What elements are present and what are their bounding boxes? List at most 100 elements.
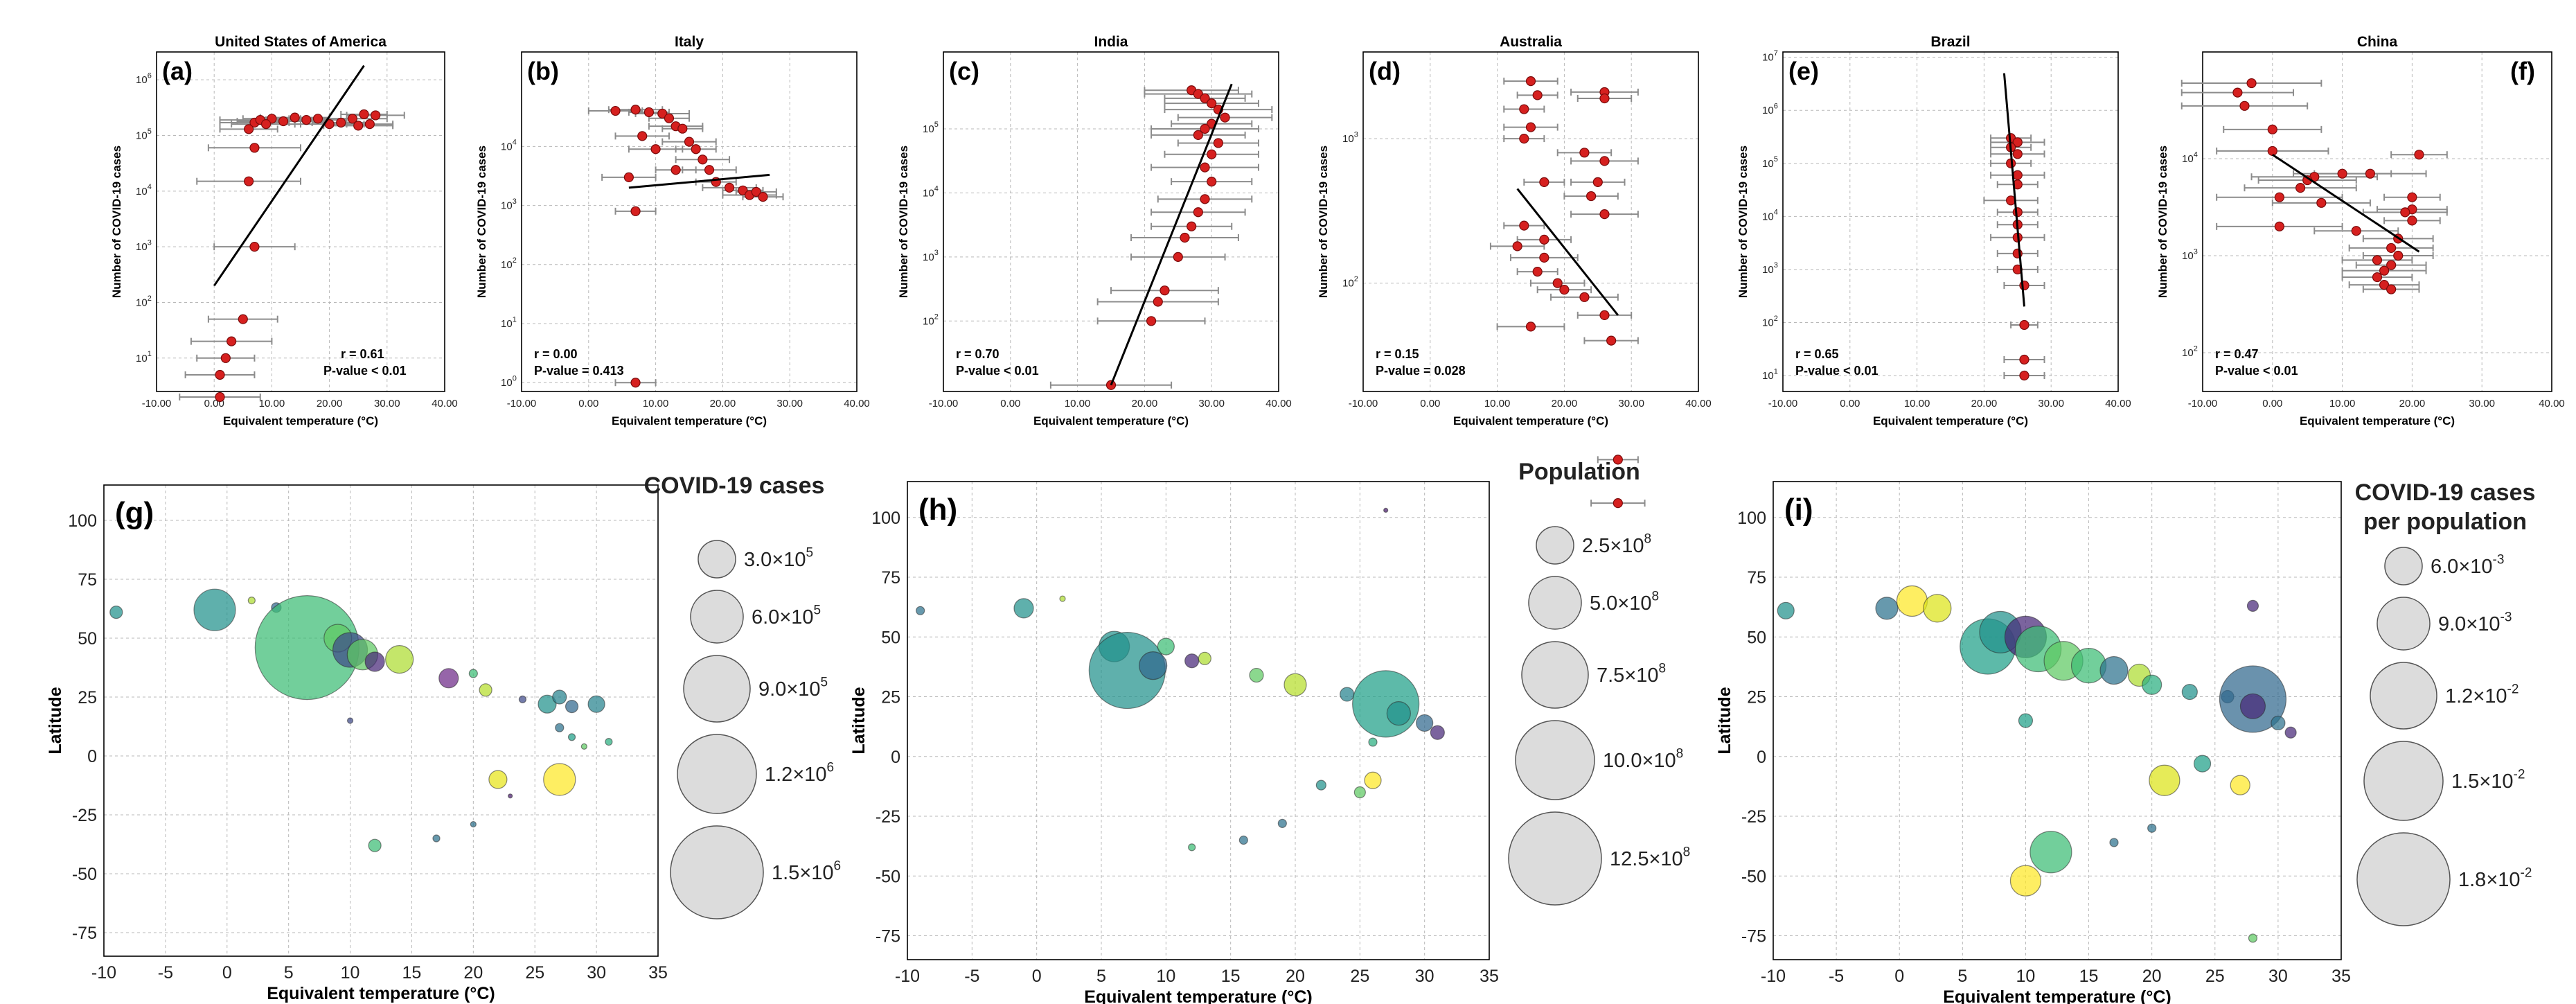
data-point xyxy=(1539,234,1549,245)
x-tick-label: 25 xyxy=(1350,967,1369,986)
legend-value: 1.5×10-2 xyxy=(2451,768,2525,793)
data-point xyxy=(1525,76,1536,87)
data-point xyxy=(1606,335,1617,346)
bubble xyxy=(479,683,492,697)
x-tick-label: 0.00 xyxy=(1420,398,1440,409)
bubble xyxy=(2029,831,2072,874)
x-tick-label: -10 xyxy=(895,967,920,986)
bubble xyxy=(1383,507,1389,513)
data-point xyxy=(2337,168,2347,179)
bubble xyxy=(2239,693,2266,719)
bubble xyxy=(1430,725,1445,740)
panel-title: United States of America xyxy=(215,34,387,50)
panel-label: (f) xyxy=(2510,57,2535,85)
y-tick-label: 0 xyxy=(87,747,97,766)
legend-bubble xyxy=(670,825,764,919)
y-tick-label: -25 xyxy=(876,807,900,827)
legend-title: per population xyxy=(2363,509,2527,535)
data-point xyxy=(1200,194,1210,204)
x-tick-label: 40.00 xyxy=(2539,398,2565,409)
bubble xyxy=(1923,594,1952,623)
data-point xyxy=(724,182,735,193)
bubble xyxy=(555,723,565,732)
bubble xyxy=(368,838,382,852)
data-point xyxy=(1207,177,1217,187)
plot-frame xyxy=(103,484,659,957)
data-point xyxy=(359,109,369,120)
data-point xyxy=(1160,285,1170,296)
legend-bubble xyxy=(1515,720,1595,800)
data-point xyxy=(244,176,254,186)
data-point xyxy=(1187,221,1197,231)
x-tick-label: 0 xyxy=(222,963,232,983)
regression-line xyxy=(2271,153,2420,253)
data-point xyxy=(758,192,768,202)
data-point xyxy=(238,314,248,324)
x-tick-label: 40.00 xyxy=(1685,398,1712,409)
data-point xyxy=(1539,177,1549,187)
bubble xyxy=(468,669,478,678)
data-point xyxy=(1519,220,1529,231)
data-point xyxy=(2400,207,2410,218)
y-axis-label: Latitude xyxy=(849,687,869,754)
panel-title: Italy xyxy=(675,34,704,50)
bubble xyxy=(385,644,414,674)
data-point xyxy=(2407,215,2417,226)
bubble xyxy=(916,606,925,615)
x-tick-label: -10.00 xyxy=(929,398,959,409)
x-tick-label: -5 xyxy=(1829,967,1844,986)
size-legend: Population 2.5×108 5.0×108 7.5×108 10.0×108 1… xyxy=(1508,459,1690,906)
legend-bubble xyxy=(2377,597,2431,651)
bubble xyxy=(508,793,513,799)
data-point xyxy=(1592,177,1603,187)
y-tick-label: 101 xyxy=(136,350,152,364)
x-tick-label: 0.00 xyxy=(578,398,598,409)
x-tick-label: 20.00 xyxy=(1552,398,1578,409)
x-tick-label: -10.00 xyxy=(142,398,172,409)
legend-value: 1.8×10-2 xyxy=(2458,866,2532,891)
x-tick-label: 20 xyxy=(463,963,483,983)
data-point xyxy=(2407,192,2417,202)
bubble xyxy=(1184,653,1200,669)
y-tick-label: 102 xyxy=(501,256,517,271)
panel-label: (g) xyxy=(115,496,154,530)
data-point xyxy=(215,391,225,403)
x-tick-label: 25 xyxy=(2205,967,2225,986)
data-point xyxy=(2393,250,2404,261)
p-value: P-value < 0.01 xyxy=(323,364,407,378)
bubble xyxy=(1277,818,1287,828)
x-tick-label: 40.00 xyxy=(2105,398,2131,409)
x-tick-label: 30.00 xyxy=(2038,398,2064,409)
data-point xyxy=(2295,183,2306,193)
legend-value: 1.2×106 xyxy=(765,761,834,786)
y-axis-label: Latitude xyxy=(1715,687,1734,754)
y-tick-label: 107 xyxy=(1762,49,1778,64)
data-point xyxy=(2019,370,2029,381)
x-axis-label: Equivalent temperature (°C) xyxy=(1033,414,1189,428)
p-value: P-value = 0.413 xyxy=(534,364,624,378)
data-point xyxy=(1180,232,1190,243)
x-tick-label: 30.00 xyxy=(374,398,400,409)
bubble xyxy=(2099,655,2129,685)
x-tick-label: -10 xyxy=(91,963,116,983)
data-point xyxy=(751,186,761,197)
data-point xyxy=(1586,191,1597,202)
data-point xyxy=(2232,87,2243,98)
data-point xyxy=(2239,100,2250,111)
data-point xyxy=(2019,354,2029,365)
regression-line xyxy=(2002,73,2025,307)
data-point xyxy=(698,155,708,165)
bubble xyxy=(346,717,354,724)
bubble xyxy=(538,694,557,714)
bubble xyxy=(1013,598,1034,619)
data-point xyxy=(1146,316,1157,326)
plot-frame xyxy=(2202,51,2552,392)
data-point xyxy=(2379,265,2390,276)
data-point xyxy=(2012,170,2023,180)
bubble xyxy=(470,820,477,828)
plot-frame xyxy=(1773,481,2342,960)
data-point xyxy=(1519,104,1529,114)
x-axis-label: Equivalent temperature (°C) xyxy=(267,984,495,1003)
plot-frame xyxy=(1782,51,2119,392)
data-point xyxy=(704,165,715,175)
